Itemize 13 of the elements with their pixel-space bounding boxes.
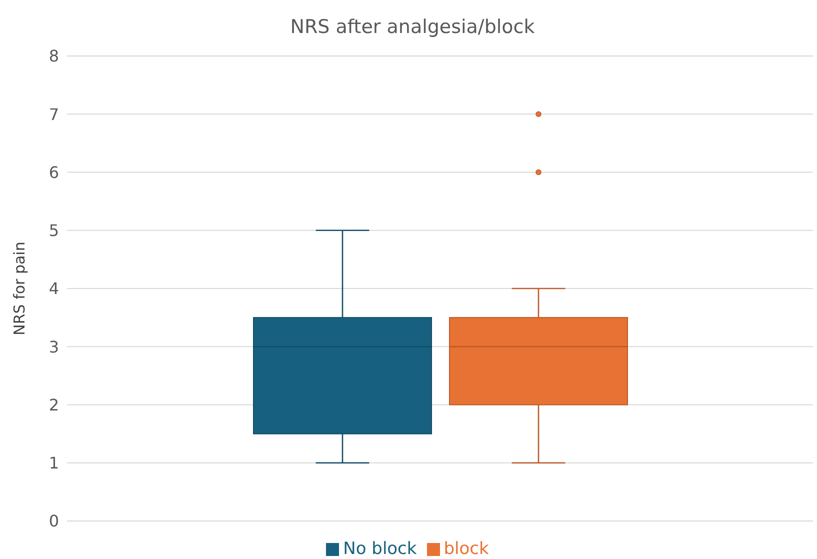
y-tick-label: 7 — [48, 104, 59, 124]
legend-label: No block — [343, 539, 417, 559]
y-tick-label: 1 — [48, 454, 59, 473]
y-axis-title: NRS for pain — [10, 242, 28, 336]
y-tick-label: 2 — [48, 395, 59, 414]
y-tick-label: 6 — [48, 162, 59, 182]
y-tick-label: 3 — [48, 337, 59, 356]
y-tick-label: 4 — [48, 279, 59, 298]
legend-label: block — [444, 539, 489, 559]
chart-title: NRS after analgesia/block — [289, 16, 536, 38]
y-tick-label: 0 — [48, 512, 59, 531]
y-tick-label: 5 — [48, 221, 59, 240]
y-tick-label: 8 — [48, 46, 59, 66]
